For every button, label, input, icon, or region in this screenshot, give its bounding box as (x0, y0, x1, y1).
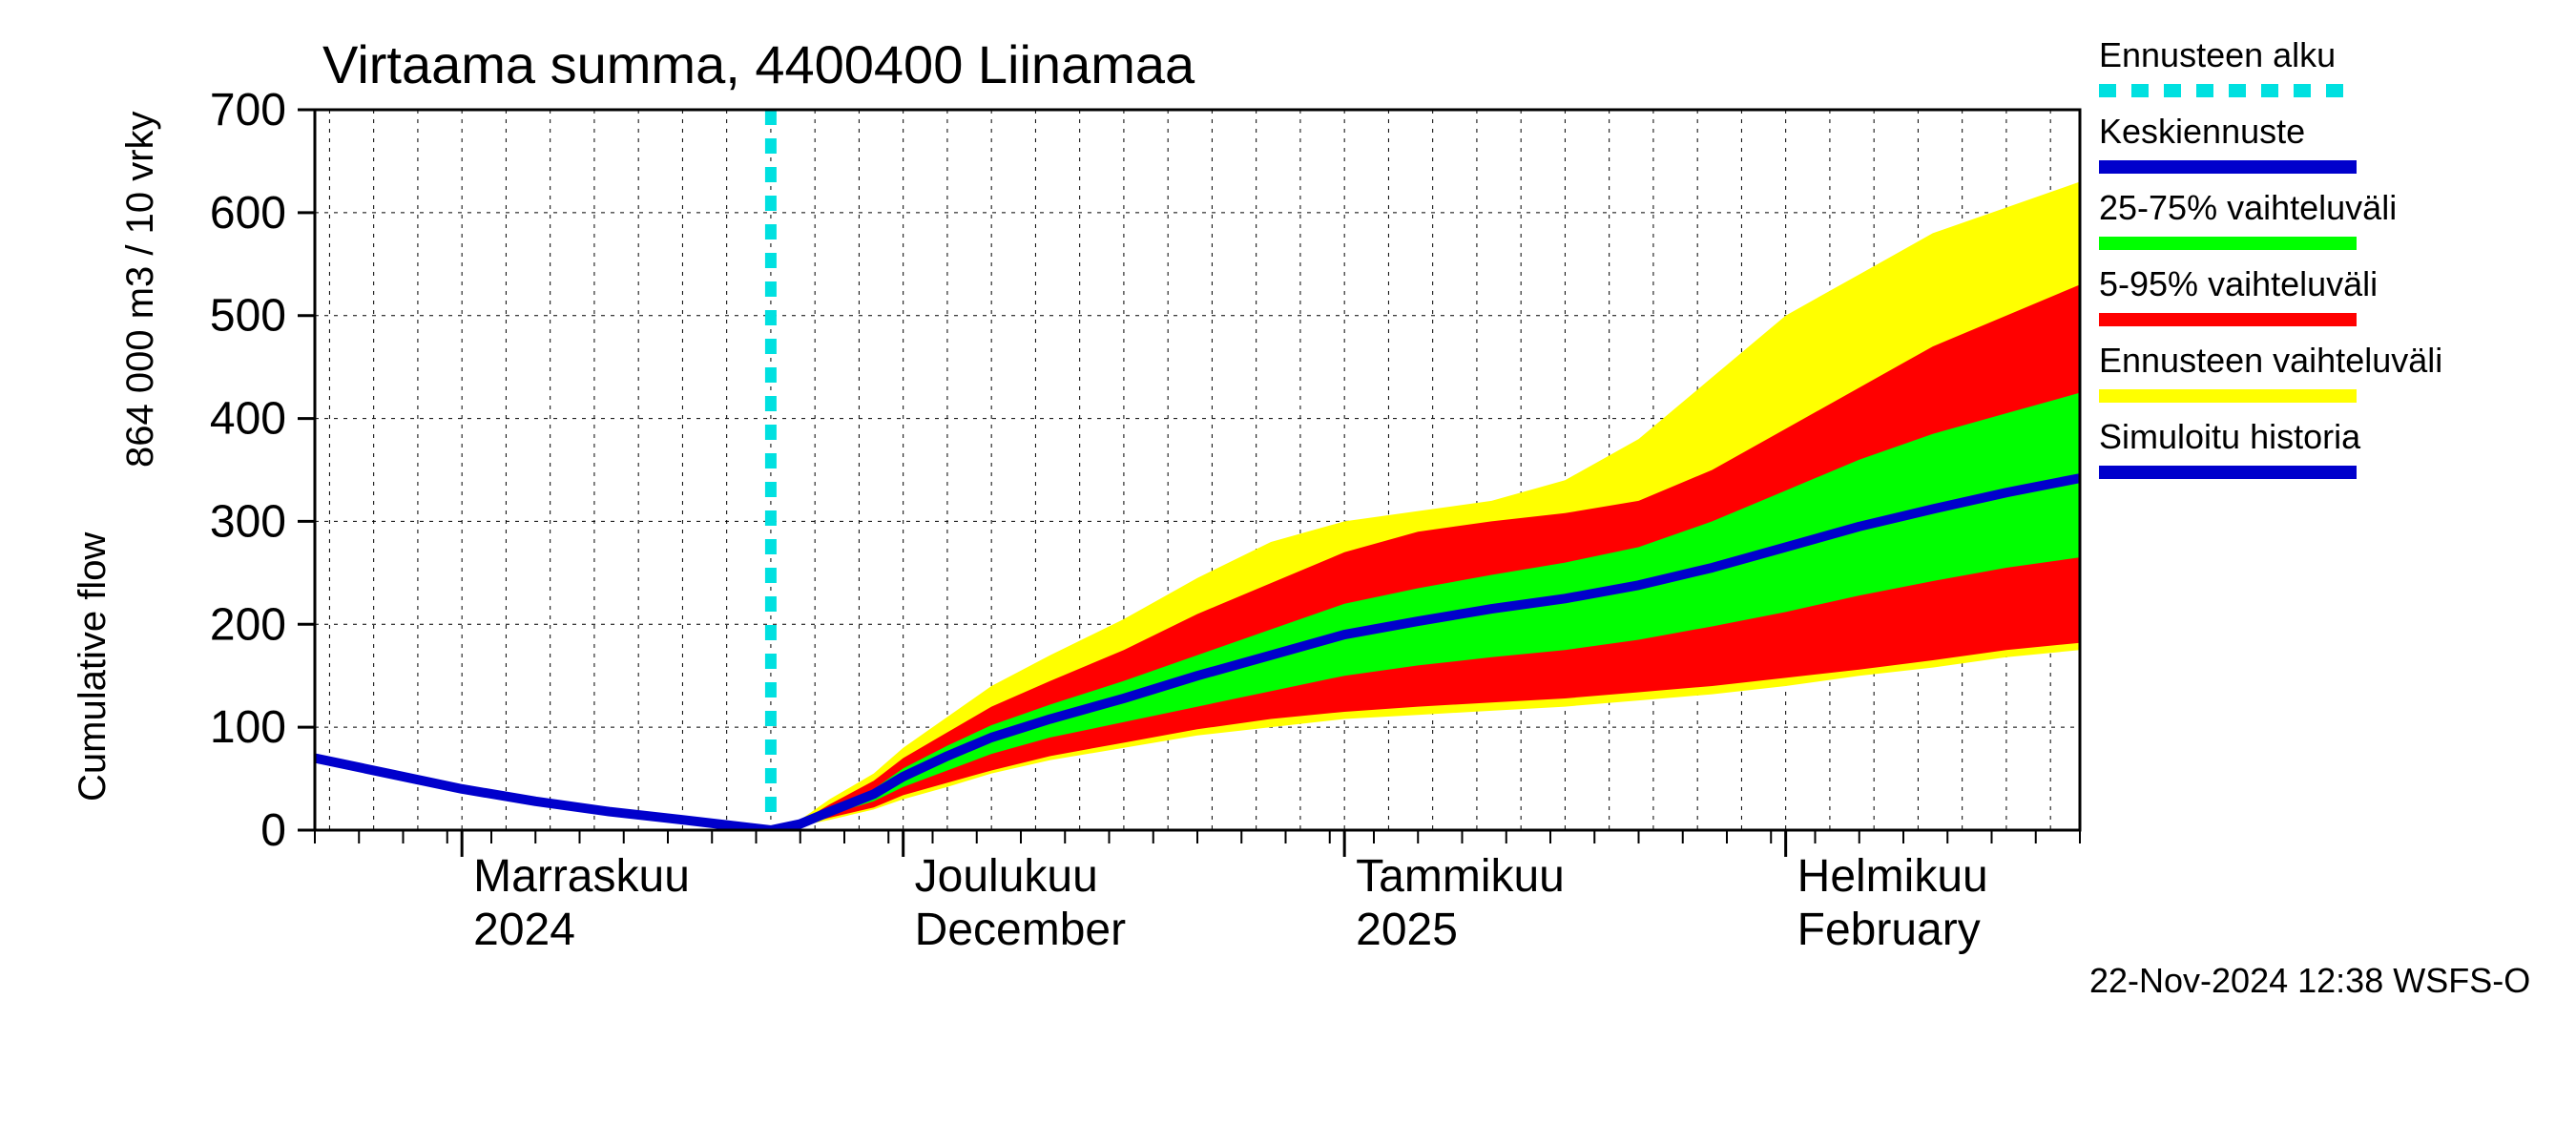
legend-label: Ennusteen alku (2099, 35, 2336, 74)
x-tick-label: February (1797, 905, 1981, 955)
y-tick-label: 200 (210, 599, 286, 650)
y-tick-label: 500 (210, 291, 286, 342)
y-axis-label-1: Cumulative flow (72, 532, 114, 802)
x-tick-label: Helmikuu (1797, 851, 1988, 902)
legend-label: Keskiennuste (2099, 112, 2305, 151)
y-axis-label-2: 864 000 m3 / 10 vrky (119, 111, 161, 468)
chart-container: 0 100 200 300 400 500 600 700 Marraskuu2024 Joulu… (0, 0, 2576, 1145)
chart-svg: 0 100 200 300 400 500 600 700 Marraskuu2024 Joulu… (0, 0, 2576, 1145)
legend-label: 5-95% vaihteluväli (2099, 264, 2378, 303)
x-tick-label: Tammikuu (1356, 851, 1565, 902)
y-tick-label: 600 (210, 188, 286, 239)
y-tick-label: 300 (210, 496, 286, 547)
x-tick-label: December (915, 905, 1126, 955)
y-tick-label: 100 (210, 702, 286, 753)
x-tick-label: 2025 (1356, 905, 1458, 955)
legend-label: 25-75% vaihteluväli (2099, 188, 2397, 227)
y-tick-label: 700 (210, 85, 286, 135)
x-tick-label: Joulukuu (915, 851, 1098, 902)
legend-label: Simuloitu historia (2099, 417, 2361, 456)
y-tick-label: 0 (260, 805, 286, 856)
footer-timestamp: 22-Nov-2024 12:38 WSFS-O (2089, 961, 2530, 1000)
y-tick-label: 400 (210, 394, 286, 445)
legend-label: Ennusteen vaihteluväli (2099, 341, 2442, 380)
x-tick-label: 2024 (473, 905, 575, 955)
chart-title: Virtaama summa, 4400400 Liinamaa (322, 34, 1195, 94)
legend-swatch (2099, 313, 2357, 326)
legend-swatch (2099, 389, 2357, 403)
x-tick-label: Marraskuu (473, 851, 690, 902)
legend-swatch (2099, 237, 2357, 250)
